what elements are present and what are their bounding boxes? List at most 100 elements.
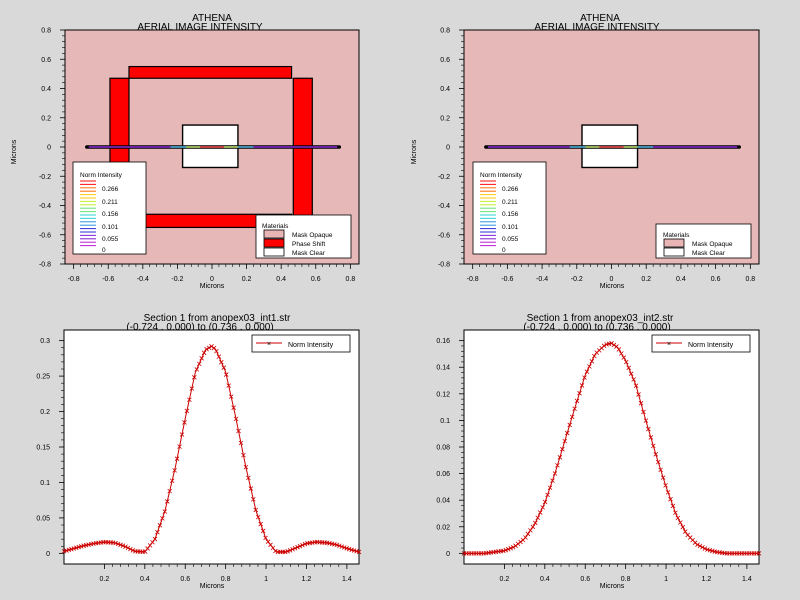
data-point-marker	[199, 356, 204, 361]
data-point-marker	[577, 390, 582, 396]
data-point-marker	[616, 347, 622, 352]
y-tick-label: 0	[446, 551, 450, 558]
data-point-marker	[285, 549, 290, 554]
data-point-marker	[334, 542, 340, 548]
panel-4-y-axis: 0 0.02 0.04 0.06 0.08 0.1 0.12 0.14 0.16	[436, 338, 464, 558]
x-tick-label: 0.6	[311, 276, 321, 283]
data-point-marker	[189, 386, 195, 391]
data-point-marker	[587, 364, 592, 369]
data-point-marker	[675, 515, 681, 521]
y-tick-label: 0.16	[436, 338, 450, 345]
y-tick-label: 0.06	[436, 471, 450, 478]
panel-4-legend: × Norm Intensity	[651, 334, 751, 353]
data-point-marker	[155, 529, 160, 535]
data-point-marker	[508, 545, 513, 551]
y-tick-label: 0	[46, 551, 50, 558]
data-point-marker	[601, 343, 607, 349]
cutline-plot-panel-1: Section 1 from anopex03_int1.str (-0.724…	[36, 313, 362, 590]
materials-legend-entry: Phase Shift	[292, 241, 325, 248]
y-tick-label: -0.8	[39, 262, 51, 269]
data-point-marker	[233, 416, 239, 422]
data-point-marker	[194, 367, 200, 372]
x-tick-label: 0.8	[221, 576, 231, 583]
data-point-marker	[574, 398, 580, 404]
data-point-marker	[251, 496, 256, 502]
data-point-marker	[356, 549, 362, 555]
data-point-marker	[567, 422, 572, 428]
y-tick-label: 0.6	[440, 57, 450, 64]
y-tick-label: 0.14	[436, 365, 450, 372]
y-tick-label: 0	[47, 145, 51, 152]
x-tick-label: -0.6	[102, 276, 114, 283]
data-point-marker	[678, 520, 683, 525]
data-point-marker	[120, 543, 126, 548]
y-tick-label: 0.2	[40, 409, 50, 416]
panel-4-title: Section 1 from anopex03_int2.str	[527, 313, 674, 324]
data-point-marker	[187, 397, 192, 403]
data-point-marker	[162, 509, 168, 514]
data-point-marker	[633, 383, 639, 388]
data-point-marker	[201, 350, 207, 356]
data-point-marker	[589, 359, 595, 364]
data-point-marker	[535, 515, 541, 521]
data-point-marker	[236, 428, 241, 434]
data-point-marker	[115, 541, 121, 547]
y-tick-label: -0.4	[438, 203, 450, 210]
panel-3-x-axis-label: Microns	[200, 583, 225, 590]
data-point-marker	[241, 452, 246, 458]
x-tick-label: 0.2	[641, 276, 651, 283]
y-tick-label: 0.8	[41, 28, 51, 35]
data-point-marker	[339, 544, 345, 549]
data-point-marker	[660, 475, 666, 480]
data-point-marker	[673, 510, 678, 516]
data-point-marker	[255, 514, 261, 520]
panel-1-subtitle: AERIAL IMAGE INTENSITY	[137, 22, 263, 33]
x-tick-label: 1	[264, 576, 268, 583]
data-point-marker	[545, 492, 550, 498]
data-point-marker	[547, 485, 553, 491]
y-tick-label: -0.4	[39, 203, 51, 210]
data-point-marker	[564, 430, 570, 436]
data-point-marker	[169, 478, 175, 484]
contour-level-label: 0.101	[102, 224, 119, 231]
panel-3-y-axis: 0 0.05 0.1 0.15 0.2 0.25 0.3	[36, 338, 64, 558]
data-point-marker	[626, 365, 631, 371]
contour-level-label: 0.101	[502, 224, 519, 231]
data-point-marker	[665, 490, 671, 495]
data-point-marker	[680, 524, 686, 530]
data-point-marker	[550, 478, 555, 483]
y-tick-label: -0.2	[39, 174, 51, 181]
y-tick-label: 0.1	[40, 480, 50, 487]
data-point-marker	[147, 543, 153, 548]
data-point-marker	[228, 394, 234, 399]
data-point-marker	[658, 467, 663, 473]
mask-clear-swatch	[663, 247, 685, 257]
data-point-marker	[653, 452, 659, 457]
data-point-marker	[142, 549, 148, 554]
x-tick-label: 0.2	[500, 576, 510, 583]
data-point-marker	[172, 468, 177, 473]
y-tick-label: -0.6	[438, 232, 450, 239]
data-point-marker	[542, 499, 548, 505]
legend-marker-sample: ×	[267, 341, 271, 348]
data-point-marker	[562, 438, 568, 444]
y-tick-label: -0.6	[39, 232, 51, 239]
data-point-marker	[530, 524, 536, 530]
data-point-marker	[258, 521, 263, 527]
data-point-marker	[655, 459, 661, 465]
data-point-marker	[668, 496, 673, 502]
data-point-marker	[641, 409, 646, 415]
panel-4-x-axis: 0.2 0.4 0.6 0.8 1 1.2 1.4	[500, 564, 752, 583]
data-point-marker	[569, 414, 575, 420]
data-point-marker	[125, 545, 131, 551]
panel-1-contour-legend: Norm Intensity 0.266 0.211 0.156 0.101 0…	[72, 161, 147, 255]
y-tick-label: 0.04	[436, 498, 450, 505]
data-point-marker	[651, 443, 656, 449]
mask-opaque-swatch	[263, 229, 285, 239]
contour-level-label: 0.266	[502, 186, 519, 193]
data-point-marker	[128, 546, 133, 552]
panel-1-materials-legend: Materials Mask Opaque Phase Shift Mask C…	[255, 214, 352, 259]
x-tick-label: -0.8	[68, 276, 80, 283]
data-point-marker	[663, 483, 668, 488]
y-tick-label: 0.08	[436, 445, 450, 452]
